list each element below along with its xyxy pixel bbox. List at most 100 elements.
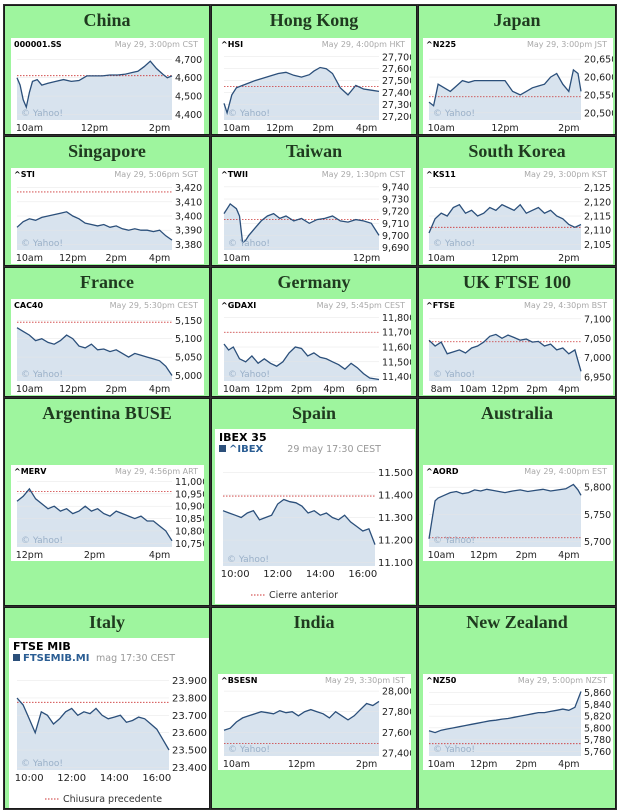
x-tick-label: 2pm [516, 550, 537, 561]
y-tick-label: 5,780 [584, 735, 611, 746]
cell-title: India [293, 612, 335, 632]
x-tick-label: 10am [459, 384, 486, 395]
x-tick-label: 2pm [84, 550, 105, 561]
chart-taiwan[interactable]: ^TWII May 29, 1:30pm CST 9,740 9,730 9,720 9,… [218, 168, 411, 264]
x-tick-label: 16:00 [142, 773, 171, 784]
x-tick-label: 12pm [255, 384, 282, 395]
chart-svg: ^TWII May 29, 1:30pm CST9,7409,7309,7209,… [221, 170, 409, 264]
price-area [224, 344, 379, 381]
chart-symbol: ^TWII [221, 170, 248, 179]
chart-symbol: ^NZ50 [426, 676, 457, 685]
chart-symbol: ^KS11 [426, 170, 456, 179]
chart-france[interactable]: CAC40 May 29, 5:30pm CEST 5,150 5,100 5,050 5… [11, 299, 204, 395]
x-tick-label: 10am [428, 253, 455, 264]
cell-south-korea: South Korea ^KS11 May 29, 3:00pm KST 2,125… [418, 136, 616, 266]
y-tick-label: 20,650 [584, 55, 613, 66]
cell-france: France CAC40 May 29, 5:30pm CEST 5,150 5,10… [4, 267, 210, 397]
x-tick-label: 12pm [266, 123, 293, 134]
x-tick-label: 12pm [491, 384, 518, 395]
price-line [223, 700, 380, 731]
x-tick-label: 2pm [291, 384, 312, 395]
x-tick-label: 10am [223, 759, 250, 770]
chart-svg: ^N225 May 29, 3:00pm JST 20,650 20,600 20,55… [426, 40, 613, 134]
price-area [429, 691, 581, 756]
y-tick-label: 10,800 [175, 526, 204, 537]
chart-hong-kong[interactable]: ^HSI May 29, 4:00pm HKT 27,70027,60027,500… [218, 38, 411, 134]
y-tick-label: 9,710 [382, 219, 409, 230]
y-tick-label: 5,760 [584, 747, 611, 758]
y-tick-label: 4,600 [175, 73, 202, 84]
symbol-link[interactable]: FTSEMIB.MI [23, 653, 89, 664]
yahoo-watermark: © Yahoo! [433, 536, 475, 546]
y-tick-label: 27,800 [382, 707, 411, 718]
y-tick-label: 10,750 [175, 539, 204, 550]
x-tick-label: 4pm [149, 550, 170, 561]
x-tick-label: 4pm [558, 550, 579, 561]
y-tick-label: 27,400 [382, 748, 411, 759]
y-tick-label: 4,700 [175, 55, 202, 66]
x-tick-label: 10:00 [15, 773, 44, 784]
y-tick-label: 11,000 [175, 477, 204, 488]
price-line [223, 202, 380, 244]
yahoo-watermark: © Yahoo! [227, 555, 269, 565]
symbol-link[interactable]: ^IBEX [229, 444, 264, 455]
y-tick-label: 27,600 [382, 64, 411, 75]
x-tick-label: 10am [223, 384, 250, 395]
y-tick-label: 5,840 [584, 700, 611, 711]
chart-south-korea[interactable]: ^KS11 May 29, 3:00pm KST 2,125 2,120 2,115 2,… [423, 168, 613, 264]
x-tick-label: 8am [431, 384, 452, 395]
cell-title: UK FTSE 100 [462, 272, 572, 292]
y-tick-label: 23.800 [172, 693, 207, 704]
yahoo-watermark: © Yahoo! [21, 109, 63, 119]
chart-svg: ^FTSE May 29, 4:30pm BST 7,100 7,050 7,000 6,… [426, 301, 611, 395]
yahoo-watermark: © Yahoo! [228, 370, 270, 380]
chart-singapore[interactable]: ^STI May 29, 5:06pm SGT 3,420 3,410 3,400 3,3… [11, 168, 204, 264]
chart-spain[interactable]: IBEX 35 ^IBEX 29 may 17:30 CEST 11.500 11.40… [215, 429, 415, 604]
price-area [223, 499, 375, 566]
cell-title: Germany [277, 272, 351, 292]
chart-symbol: 000001.SS [14, 40, 62, 49]
chart-symbol: ^STI [14, 170, 35, 179]
x-tick-label: 4pm [558, 759, 579, 770]
x-tick-label: 2pm [313, 123, 334, 134]
y-tick-label: 9,690 [382, 243, 409, 254]
x-tick-label: 12pm [353, 253, 380, 264]
chart-italy[interactable]: FTSE MIB FTSEMIB.MI mag 17:30 CEST 23.900 23… [9, 638, 209, 808]
index-name: FTSE MIB [13, 640, 71, 653]
chart-symbol: ^HSI [221, 40, 243, 49]
cell-germany: Germany ^GDAXI May 29, 5:45pm CEST 11,800 1… [211, 267, 417, 397]
y-tick-label: 5,750 [584, 510, 611, 521]
x-tick-label: 10:00 [221, 569, 250, 580]
y-tick-label: 27,600 [382, 728, 411, 739]
chart-uk-ftse-100[interactable]: ^FTSE May 29, 4:30pm BST 7,100 7,050 7,000 6,… [423, 299, 613, 395]
chart-germany[interactable]: ^GDAXI May 29, 5:45pm CEST 11,800 11,700 11,… [218, 299, 411, 395]
x-tick-label: 12pm [16, 550, 43, 561]
chart-india[interactable]: ^BSESN May 29, 3:30pm IST 28,000 27,800 27,6… [218, 674, 411, 770]
x-tick-label: 10am [16, 384, 43, 395]
chart-timestamp: May 29, 5:30pm CEST [110, 301, 198, 310]
y-tick-label: 3,390 [175, 226, 202, 237]
chart-new-zealand[interactable]: ^NZ50 May 29, 5:00pm NZST 5,860 5,840 5,820 5… [423, 674, 613, 770]
y-tick-label: 10,950 [175, 489, 204, 500]
yahoo-watermark: © Yahoo! [21, 370, 63, 380]
y-tick-label: 11.500 [378, 468, 413, 479]
chart-china[interactable]: 000001.SS May 29, 3:00pm CST 4,700 4,600 4,5… [11, 38, 204, 134]
y-tick-label: 9,730 [382, 195, 409, 206]
y-tick-label: 27,700 [382, 52, 411, 63]
cell-singapore: Singapore ^STI May 29, 5:06pm SGT 3,420 3,4… [4, 136, 210, 266]
y-tick-label: 11,800 [382, 313, 411, 324]
chart-svg: ^NZ50 May 29, 5:00pm NZST5,8605,8405,8205… [426, 676, 611, 770]
cell-title: Argentina BUSE [42, 403, 172, 423]
chart-symbol: ^GDAXI [221, 301, 256, 310]
price-area [17, 698, 169, 770]
y-tick-label: 5,700 [584, 537, 611, 548]
chart-japan[interactable]: ^N225 May 29, 3:00pm JST 20,650 20,600 20,55… [423, 38, 613, 134]
chart-timestamp: May 29, 4:00pm HKT [322, 40, 405, 49]
yahoo-watermark: © Yahoo! [433, 239, 475, 249]
y-tick-label: 3,410 [175, 197, 202, 208]
chart-timestamp: May 29, 5:45pm CEST [317, 301, 405, 310]
chart-svg: 000001.SS May 29, 3:00pm CST 4,700 4,600 4,5… [14, 40, 202, 134]
chart-australia[interactable]: ^AORD May 29, 4:00pm EST 5,800 5,750 5,700 10… [423, 465, 613, 561]
